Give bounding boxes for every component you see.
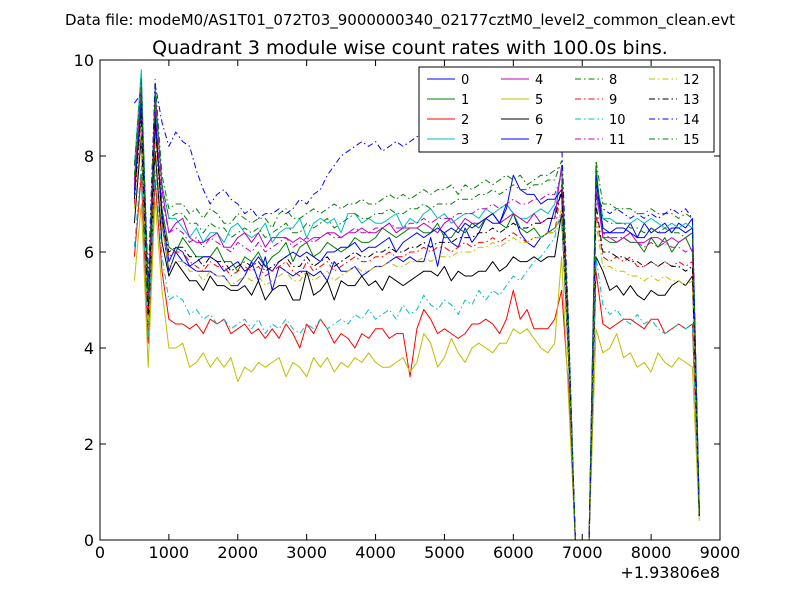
y-tick-label: 0 [84, 531, 94, 550]
y-tick-label: 10 [74, 51, 94, 70]
legend-label-9: 9 [609, 93, 617, 108]
series-line-12 [133, 126, 700, 541]
x-tick-label: 9000 [700, 543, 741, 562]
legend-label-1: 1 [461, 93, 469, 108]
legend-label-5: 5 [535, 93, 543, 108]
series-line-2 [133, 174, 700, 541]
legend-label-10: 10 [609, 113, 626, 128]
legend-label-0: 0 [461, 73, 469, 88]
legend-label-6: 6 [535, 113, 543, 128]
legend-label-4: 4 [535, 73, 543, 88]
legend-label-3: 3 [461, 133, 469, 148]
series-line-13 [133, 112, 700, 541]
x-tick-label: 7000 [562, 543, 603, 562]
series-line-6 [133, 136, 700, 541]
series-line-3 [133, 69, 700, 541]
legend-label-8: 8 [609, 73, 617, 88]
x-axis-offset-label: +1.93806e8 [620, 563, 720, 582]
x-tick-label: 1000 [149, 543, 190, 562]
legend-label-11: 11 [609, 133, 626, 148]
y-tick-label: 6 [84, 243, 94, 262]
legend-label-14: 14 [683, 113, 700, 128]
series-line-14 [133, 83, 700, 541]
series-line-11 [133, 93, 700, 541]
series-line-5 [133, 198, 700, 541]
series-line-9 [133, 117, 700, 541]
x-tick-label: 0 [95, 543, 105, 562]
x-tick-label: 6000 [493, 543, 534, 562]
legend-label-13: 13 [683, 93, 700, 108]
y-tick-label: 8 [84, 147, 94, 166]
figure-suptitle: Data file: modeM0/AS1T01_072T03_90000003… [65, 11, 735, 30]
series-line-8 [133, 78, 700, 541]
x-tick-label: 2000 [217, 543, 258, 562]
legend-label-7: 7 [535, 133, 543, 148]
legend-label-12: 12 [683, 73, 700, 88]
series-line-10 [133, 165, 700, 541]
x-tick-label: 4000 [355, 543, 396, 562]
plot-frame [99, 59, 721, 541]
series-line-4 [133, 83, 700, 541]
chart-title: Quadrant 3 module wise count rates with … [152, 37, 668, 59]
x-tick-label: 8000 [631, 543, 672, 562]
legend-label-2: 2 [461, 113, 469, 128]
x-tick-label: 5000 [424, 543, 465, 562]
series-layer [133, 69, 700, 541]
legend-label-15: 15 [683, 133, 700, 148]
legend-box [418, 66, 715, 153]
axis-layer: 0 1000 2000 3000 4000 5000 6000 7000 8000 9000 0 2 4… [74, 51, 741, 562]
y-tick-label: 4 [84, 339, 94, 358]
y-tick-label: 2 [84, 435, 94, 454]
series-line-15 [133, 88, 700, 541]
x-tick-label: 3000 [286, 543, 327, 562]
